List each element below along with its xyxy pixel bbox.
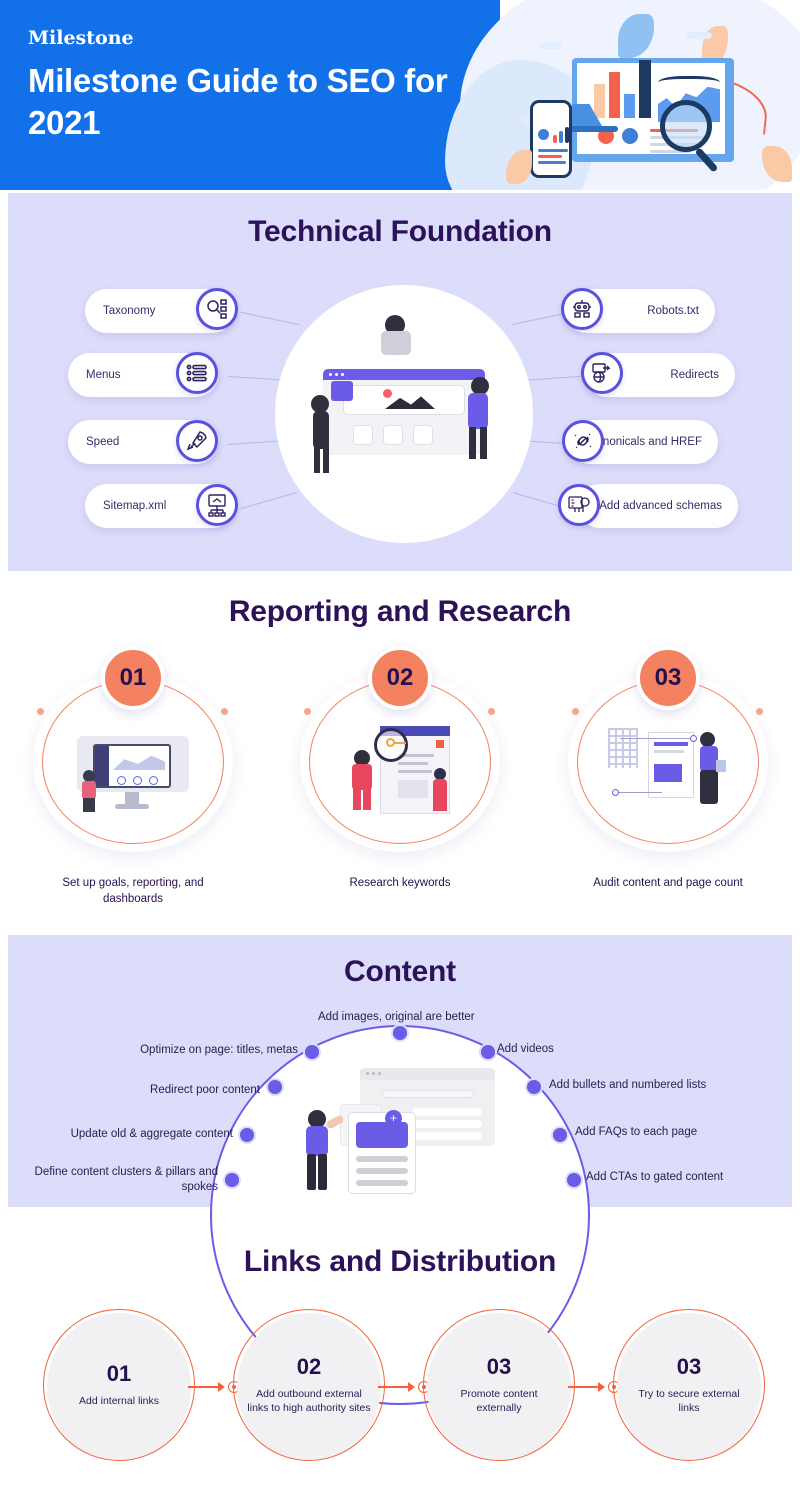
link-step-number: 02	[296, 1354, 322, 1380]
content-title: Content	[344, 955, 456, 988]
reporting-step-number: 02	[368, 646, 432, 710]
menu-list-icon	[176, 352, 218, 394]
reporting-caption: Research keywords	[349, 877, 451, 889]
content-label-left-1: Optimize on page: titles, metas	[140, 1044, 298, 1056]
arc-dot-left-4[interactable]	[225, 1173, 239, 1187]
link-step-2[interactable]: 02 Add outbound external links to high a…	[233, 1309, 385, 1461]
keyword-research-icon	[344, 724, 456, 818]
content-browser-bar	[360, 1068, 495, 1080]
content-person-head	[308, 1110, 326, 1128]
cloud-icon	[540, 42, 562, 49]
milestone-logo: Milestone	[28, 27, 134, 49]
content-label-right-1: Add videos	[497, 1043, 554, 1055]
arc-dot-left-1[interactable]	[305, 1045, 319, 1059]
page-title: Milestone Guide to SEO for 2021	[28, 62, 448, 142]
content-label-left-4: Define content clusters & pillars and sp…	[34, 1166, 218, 1193]
arc-dot-right-1[interactable]	[481, 1045, 495, 1059]
content-audit-icon	[608, 728, 728, 818]
cloud-icon	[686, 32, 712, 39]
link-step-number: 01	[106, 1361, 132, 1387]
header-illustration	[445, 0, 800, 190]
content-label-right-3: Add FAQs to each page	[575, 1126, 698, 1138]
arc-dot-top[interactable]	[393, 1026, 407, 1040]
content-label-top: Add images, original are better	[318, 1011, 475, 1023]
arc-dot-left-3[interactable]	[240, 1128, 254, 1142]
link-step-caption: Promote content externally	[460, 1388, 538, 1414]
content-label-right-2: Add bullets and numbered lists	[549, 1079, 707, 1091]
mobile-phone-icon	[530, 100, 572, 178]
reporting-caption: Audit content and page count	[593, 877, 743, 889]
link-step-caption: Add internal links	[79, 1395, 159, 1408]
content-label-left-2: Redirect poor content	[150, 1084, 260, 1096]
tech-item-label: Add advanced schemas	[599, 499, 722, 512]
arc-dot-right-4[interactable]	[567, 1173, 581, 1187]
monitor-base	[544, 126, 618, 132]
tech-item-label: Speed	[86, 435, 120, 448]
arc-dot-right-2[interactable]	[527, 1080, 541, 1094]
link-step-3[interactable]: 03 Promote content externally	[423, 1309, 575, 1461]
schema-diagram-icon	[558, 484, 600, 526]
content-label-right-4: Add CTAs to gated content	[586, 1171, 724, 1183]
link-step-caption: Try to secure external links	[638, 1388, 740, 1414]
content-person-body	[306, 1126, 328, 1156]
content-search-bar	[382, 1090, 474, 1098]
reporting-research-title: Reporting and Research	[228, 595, 572, 628]
link-step-4[interactable]: 03 Try to secure external links	[613, 1309, 765, 1461]
reporting-step-number: 01	[101, 646, 165, 710]
redirect-globe-icon	[581, 352, 623, 394]
taxonomy-search-icon	[196, 288, 238, 330]
monitor-chart-icon	[572, 58, 734, 162]
link-step-number: 03	[676, 1354, 702, 1380]
tech-item-label: Menus	[86, 368, 121, 381]
magnifying-glass-icon	[660, 100, 712, 152]
tech-item-label: Canonicals and HREF	[588, 435, 702, 448]
add-content-icon: +	[385, 1110, 402, 1127]
arc-dot-right-3[interactable]	[553, 1128, 567, 1142]
link-step-caption: Add outbound external links to high auth…	[247, 1388, 371, 1414]
content-thumbnail	[356, 1122, 408, 1148]
technical-hub-illustration	[275, 285, 533, 543]
links-distribution-title: Links and Distribution	[243, 1245, 557, 1278]
tech-item-label: Taxonomy	[103, 304, 156, 317]
sitemap-icon	[196, 484, 238, 526]
robot-icon	[561, 288, 603, 330]
content-label-left-3: Update old & aggregate content	[70, 1128, 233, 1140]
link-step-1[interactable]: 01 Add internal links	[43, 1309, 195, 1461]
tech-item-label: Robots.txt	[647, 304, 699, 317]
link-step-number: 03	[486, 1354, 512, 1380]
tech-item-schemas[interactable]: Add advanced schemas	[578, 484, 738, 528]
desktop-dashboard-icon	[77, 736, 189, 814]
chain-link-icon	[562, 420, 604, 462]
reporting-step-number: 03	[636, 646, 700, 710]
tech-item-label: Sitemap.xml	[103, 499, 167, 512]
reporting-caption: Set up goals, reporting, and dashboards	[62, 877, 204, 905]
technical-foundation-title: Technical Foundation	[248, 215, 552, 248]
content-person-leg	[318, 1154, 327, 1190]
content-person-leg	[307, 1154, 316, 1190]
header-banner: Milestone Milestone Guide to SEO for 202…	[0, 0, 800, 190]
rocket-icon	[176, 420, 218, 462]
tech-item-label: Redirects	[670, 368, 719, 381]
arc-dot-left-2[interactable]	[268, 1080, 282, 1094]
